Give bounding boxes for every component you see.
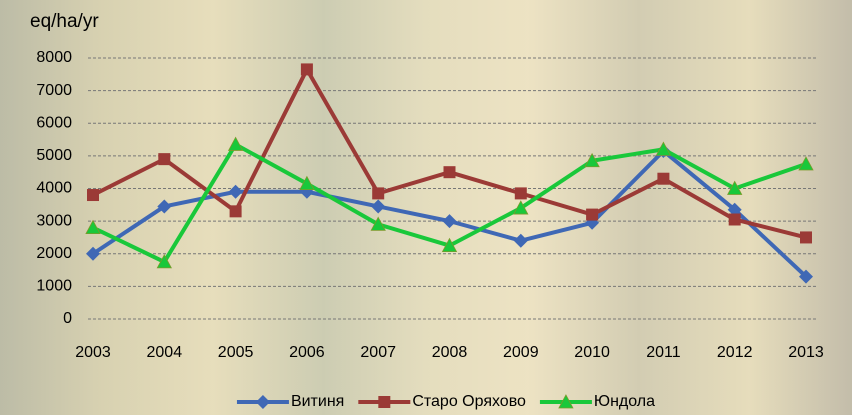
y-tick-label: 4000 <box>36 180 72 197</box>
data-point <box>513 233 528 248</box>
data-point <box>229 205 242 218</box>
data-point <box>728 213 741 226</box>
y-tick-label: 7000 <box>36 82 72 99</box>
data-point <box>655 141 672 156</box>
y-tick-label: 1000 <box>36 278 72 295</box>
y-tick-label: 6000 <box>36 114 72 131</box>
data-point <box>158 153 171 166</box>
data-point <box>586 208 599 221</box>
data-point <box>86 246 100 261</box>
x-tick-label: 2004 <box>147 344 183 361</box>
x-tick-label: 2007 <box>360 344 396 361</box>
y-tick-label: 5000 <box>36 147 72 164</box>
series-line <box>92 67 807 240</box>
legend-marker <box>378 396 391 408</box>
data-point <box>228 184 243 199</box>
x-tick-label: 2003 <box>75 344 111 361</box>
data-point <box>800 231 812 244</box>
data-point <box>584 152 600 168</box>
data-point <box>727 180 743 195</box>
data-point <box>657 172 670 185</box>
x-tick-label: 2005 <box>218 344 254 361</box>
x-tick-label: 2010 <box>574 344 610 361</box>
data-point <box>300 63 313 76</box>
data-point <box>513 200 529 215</box>
legend-marker <box>558 394 574 409</box>
data-point <box>443 166 456 179</box>
data-point <box>87 189 99 202</box>
data-point <box>372 187 385 200</box>
x-tick-label: 2013 <box>788 344 824 361</box>
legend-label: Витиня <box>291 393 344 410</box>
data-point <box>442 214 457 229</box>
legend-label: Старо Оряхово <box>412 393 526 410</box>
data-point <box>227 136 244 151</box>
data-point <box>156 254 172 269</box>
y-tick-label: 8000 <box>36 49 72 66</box>
legend: Витиня Старо Оряхово Юндола <box>236 393 655 410</box>
data-point <box>370 216 386 231</box>
x-tick-label: 2009 <box>503 344 539 361</box>
y-tick-label: 3000 <box>36 212 72 229</box>
x-tick-label: 2008 <box>432 344 468 361</box>
legend-marker <box>255 395 270 409</box>
data-point <box>371 199 386 214</box>
y-tick-label: 0 <box>63 310 72 327</box>
data-point <box>798 156 814 171</box>
data-point <box>299 175 315 191</box>
x-tick-label: 2006 <box>289 344 325 361</box>
legend-label: Юндола <box>594 393 655 410</box>
data-point <box>514 187 527 200</box>
y-axis-label: eq/ha/yr <box>30 11 99 32</box>
data-point <box>727 202 742 217</box>
data-point <box>441 237 458 252</box>
data-point <box>157 199 172 214</box>
y-tick-label: 2000 <box>36 245 72 262</box>
data-point <box>799 269 813 284</box>
data-point <box>85 219 101 235</box>
x-tick-label: 2011 <box>646 344 681 361</box>
x-tick-label: 2012 <box>717 344 753 361</box>
